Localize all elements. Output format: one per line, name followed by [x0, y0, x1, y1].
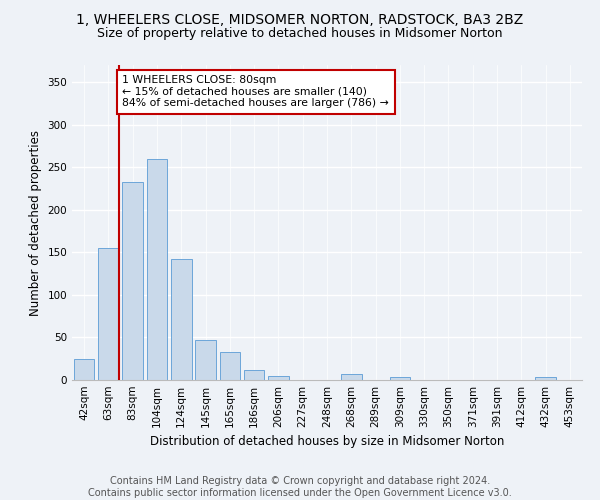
Text: 1 WHEELERS CLOSE: 80sqm
← 15% of detached houses are smaller (140)
84% of semi-d: 1 WHEELERS CLOSE: 80sqm ← 15% of detache…: [122, 75, 389, 108]
Bar: [98, 248, 119, 380]
Bar: [146, 158, 167, 380]
Text: Contains HM Land Registry data © Crown copyright and database right 2024.
Contai: Contains HM Land Registry data © Crown c…: [88, 476, 512, 498]
Bar: [122, 182, 143, 380]
Bar: [389, 376, 410, 380]
Bar: [220, 352, 240, 380]
Bar: [244, 370, 265, 380]
Y-axis label: Number of detached properties: Number of detached properties: [29, 130, 42, 316]
Bar: [74, 358, 94, 380]
Bar: [268, 376, 289, 380]
Bar: [341, 374, 362, 380]
Text: Size of property relative to detached houses in Midsomer Norton: Size of property relative to detached ho…: [97, 28, 503, 40]
Bar: [195, 340, 216, 380]
Bar: [535, 378, 556, 380]
Bar: [171, 259, 191, 380]
Text: 1, WHEELERS CLOSE, MIDSOMER NORTON, RADSTOCK, BA3 2BZ: 1, WHEELERS CLOSE, MIDSOMER NORTON, RADS…: [76, 12, 524, 26]
X-axis label: Distribution of detached houses by size in Midsomer Norton: Distribution of detached houses by size …: [150, 436, 504, 448]
